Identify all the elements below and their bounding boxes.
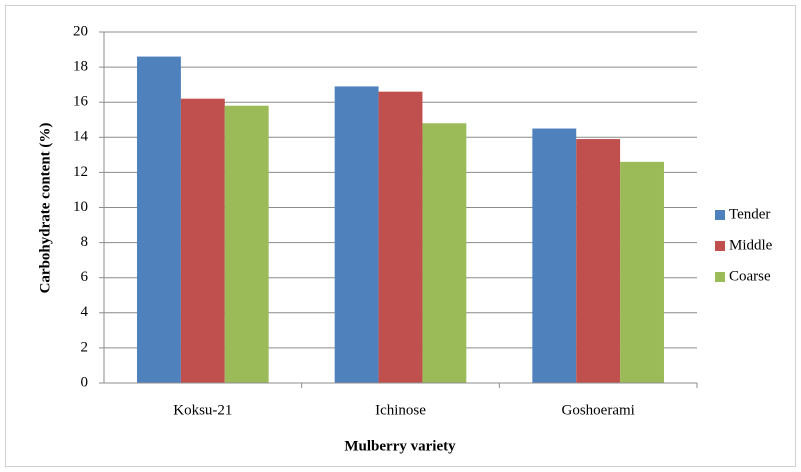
bar: [422, 123, 467, 383]
y-tick-label: 0: [81, 374, 89, 390]
bar: [576, 139, 621, 383]
y-tick-label: 20: [73, 23, 88, 39]
y-tick-label: 12: [73, 164, 88, 180]
x-axis-title: Mulberry variety: [344, 438, 456, 454]
bar: [224, 105, 269, 384]
legend-label: Coarse: [729, 268, 771, 284]
y-tick-label: 14: [73, 129, 89, 145]
y-tick-label: 18: [73, 59, 88, 75]
y-tick-label: 4: [81, 304, 89, 320]
bar: [180, 98, 225, 383]
y-tick-label: 2: [81, 339, 89, 355]
y-tick-label: 16: [73, 94, 89, 110]
y-tick-label: 10: [73, 199, 88, 215]
legend-swatch: [715, 272, 725, 282]
y-tick-label: 6: [81, 269, 89, 285]
bar: [378, 91, 423, 384]
legend-swatch: [715, 210, 725, 220]
legend-label: Tender: [729, 206, 770, 222]
bar: [532, 128, 577, 383]
x-tick-label: Goshoerami: [562, 402, 635, 418]
bar: [334, 86, 379, 383]
x-tick-label: Ichinose: [375, 402, 426, 418]
legend-label: Middle: [729, 237, 773, 253]
y-tick-label: 8: [81, 234, 89, 250]
x-tick-label: Koksu-21: [173, 402, 232, 418]
legend-swatch: [715, 241, 725, 251]
y-axis-title: Carbohydrate content (%): [37, 123, 53, 294]
bar: [620, 161, 664, 383]
bar: [137, 56, 181, 383]
